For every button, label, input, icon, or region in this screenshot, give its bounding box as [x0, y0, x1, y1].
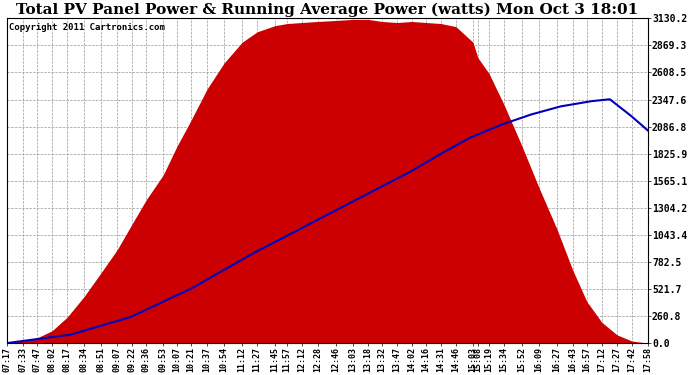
Title: Total PV Panel Power & Running Average Power (watts) Mon Oct 3 18:01: Total PV Panel Power & Running Average P… [17, 3, 639, 17]
Text: Copyright 2011 Cartronics.com: Copyright 2011 Cartronics.com [8, 23, 164, 32]
